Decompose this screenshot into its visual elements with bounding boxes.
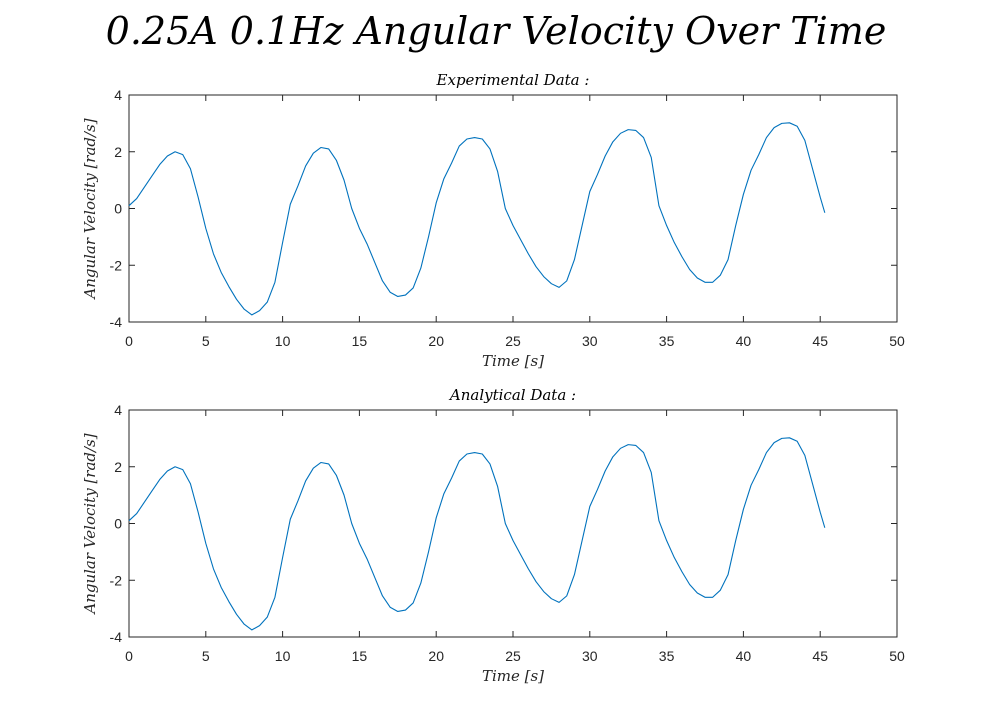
experimental-x-tick-label: 50 [889, 333, 905, 349]
analytical-x-tick-label: 40 [736, 648, 752, 664]
analytical-x-tick-label: 0 [125, 648, 133, 664]
experimental-y-tick-label: -2 [110, 257, 123, 273]
experimental-x-axis-label: Time [s] [482, 352, 544, 370]
experimental-y-tick-label: -4 [110, 314, 123, 330]
analytical-y-tick-label: 4 [114, 402, 122, 418]
analytical-y-axis-label: Angular Velocity [rad/s] [81, 433, 99, 615]
analytical-y-tick-label: 2 [114, 459, 122, 475]
analytical-x-tick-label: 50 [889, 648, 905, 664]
subplot-experimental: 0 5 10 15 20 25 30 35 40 45 50 -4 -2 0 2 4 Experimental … [81, 71, 905, 370]
analytical-y-tick-label: 0 [114, 516, 122, 532]
analytical-x-tick-label: 10 [275, 648, 291, 664]
experimental-x-tick-label: 40 [736, 333, 752, 349]
analytical-x-tick-label: 25 [505, 648, 521, 664]
figure-title: 0.25A 0.1Hz Angular Velocity Over Time [106, 9, 887, 53]
experimental-x-tick-label: 0 [125, 333, 133, 349]
analytical-series-line-0 [128, 437, 826, 631]
experimental-y-tick-label: 4 [114, 87, 122, 103]
analytical-plot-area [128, 409, 898, 638]
experimental-x-tick-label: 10 [275, 333, 291, 349]
experimental-subplot-title: Experimental Data : [436, 71, 590, 89]
experimental-x-tick-label: 15 [352, 333, 368, 349]
analytical-y-tick-label: -2 [110, 572, 123, 588]
experimental-x-tick-label: 35 [659, 333, 675, 349]
experimental-plot-area [128, 94, 898, 323]
analytical-subplot-title: Analytical Data : [448, 386, 576, 404]
experimental-x-tick-label: 5 [202, 333, 210, 349]
experimental-x-tick-label: 25 [505, 333, 521, 349]
experimental-x-tick-label: 45 [812, 333, 828, 349]
analytical-x-tick-label: 30 [582, 648, 598, 664]
experimental-series-line-0 [128, 122, 826, 316]
experimental-x-tick-label: 20 [428, 333, 444, 349]
analytical-x-tick-label: 20 [428, 648, 444, 664]
experimental-x-tick-label: 30 [582, 333, 598, 349]
experimental-y-tick-label: 0 [114, 201, 122, 217]
analytical-x-axis-label: Time [s] [482, 667, 544, 685]
analytical-x-tick-label: 15 [352, 648, 368, 664]
experimental-y-tick-label: 2 [114, 144, 122, 160]
analytical-x-tick-label: 5 [202, 648, 210, 664]
analytical-x-tick-label: 45 [812, 648, 828, 664]
analytical-y-tick-label: -4 [110, 629, 123, 645]
analytical-x-tick-label: 35 [659, 648, 675, 664]
experimental-y-axis-label: Angular Velocity [rad/s] [81, 118, 99, 300]
subplot-analytical: 0 5 10 15 20 25 30 35 40 45 50 -4 -2 0 2 4 Analytical Da… [81, 386, 905, 685]
